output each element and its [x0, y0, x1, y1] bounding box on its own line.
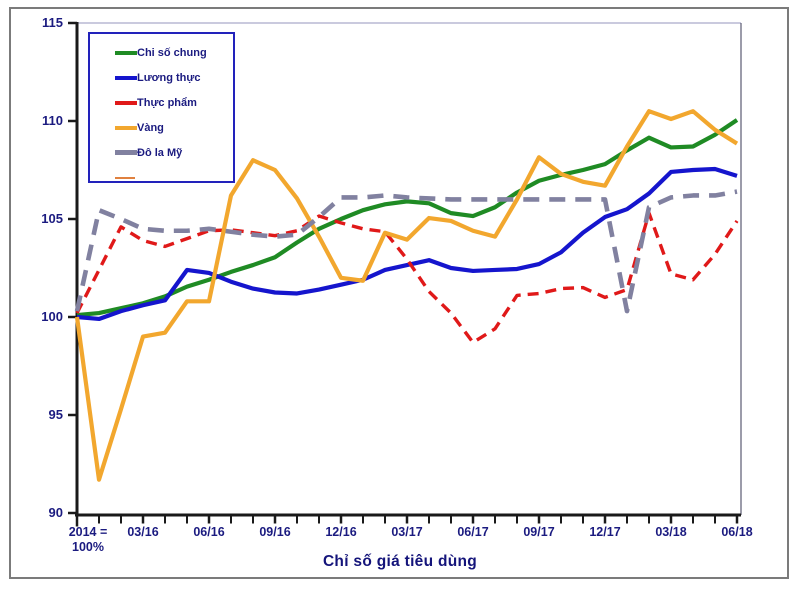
legend-swatch-icon: [115, 176, 135, 179]
legend: Chi số chung Lương thực Thực phẩm Vàng Đô la…: [88, 32, 235, 183]
legend-label: Vàng: [137, 121, 164, 134]
x-tick-label: 12/17: [589, 525, 621, 539]
legend-item-0: Chi số chung: [90, 40, 233, 65]
x-tick-label: 03/16: [127, 525, 159, 539]
legend-label: Đô la Mỹ: [137, 146, 183, 159]
y-tick-label: 90: [48, 505, 63, 521]
legend-item-4: Đô la Mỹ: [90, 140, 233, 165]
x-tick-label: 06/18: [721, 525, 753, 539]
y-tick-label: 105: [41, 211, 63, 227]
chart-title: Chỉ số giá tiêu dùng: [322, 553, 478, 570]
series-line-3: [74, 109, 739, 482]
x-tick-label: 09/16: [259, 525, 291, 539]
legend-swatch-icon: [115, 125, 137, 130]
legend-item-1: Lương thực: [90, 65, 233, 90]
x-axis-base-label: 2014 = 100%: [48, 525, 128, 555]
x-axis-base-label-line1: 2014 =: [68, 525, 108, 539]
legend-label: Chi số chung: [137, 46, 207, 59]
legend-item-5: [90, 165, 233, 190]
legend-swatch-icon: [115, 150, 137, 155]
x-axis-base-label-line2: 100%: [72, 540, 104, 554]
y-tick-label: 110: [42, 113, 63, 129]
legend-label: Lương thực: [137, 71, 201, 84]
series-line-4: [74, 189, 738, 314]
y-tick-label: 115: [42, 15, 63, 31]
x-tick-label: 09/17: [523, 525, 555, 539]
legend-label: Thực phẩm: [137, 96, 197, 109]
x-tick-label: 06/16: [193, 525, 225, 539]
legend-swatch-icon: [115, 50, 137, 55]
legend-swatch-icon: [115, 75, 137, 80]
legend-swatch-icon: [115, 100, 137, 105]
series-line-2: [75, 211, 739, 345]
x-tick-label: 06/17: [457, 525, 489, 539]
y-tick-label: 100: [41, 309, 63, 325]
legend-item-2: Thực phẩm: [90, 90, 233, 115]
x-tick-label: 12/16: [325, 525, 357, 539]
legend-item-3: Vàng: [90, 115, 233, 140]
series-line-1: [76, 166, 738, 322]
x-tick-label: 03/18: [655, 525, 687, 539]
y-tick-label: 95: [48, 407, 63, 423]
x-tick-label: 03/17: [391, 525, 423, 539]
